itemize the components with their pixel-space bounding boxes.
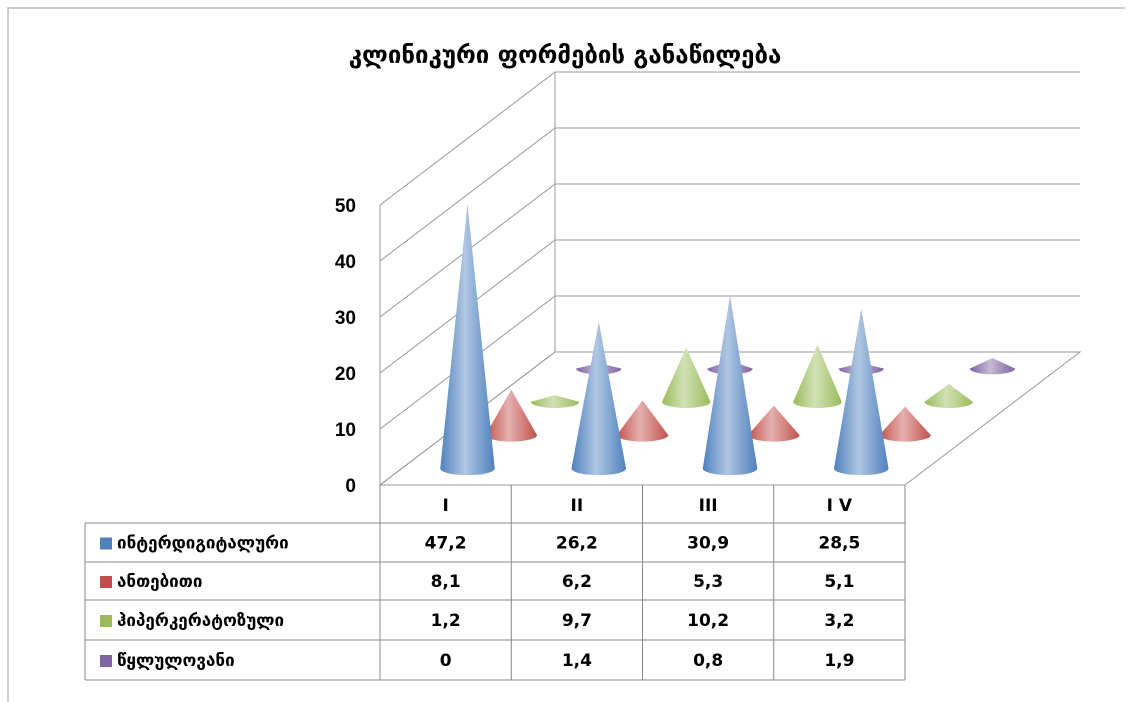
legend-label: წყლულოვანი (117, 651, 235, 671)
column-header: I (442, 496, 448, 516)
table-border (84, 485, 906, 681)
y-tick-label: 50 (335, 196, 356, 217)
cone (969, 357, 1016, 375)
frame (7, 7, 1125, 702)
value-label: 8,1 (431, 572, 461, 592)
grid-line (379, 239, 1080, 374)
cone (879, 406, 931, 442)
value-label: 6,2 (562, 572, 592, 592)
legend-swatch (100, 615, 112, 627)
value-label: 1,4 (562, 651, 592, 671)
value-label: 0 (440, 651, 452, 671)
value-label: 47,2 (425, 534, 467, 554)
cone (530, 395, 580, 408)
value-label: 5,1 (824, 572, 854, 592)
cone (924, 383, 973, 408)
grid-line (379, 183, 1080, 318)
value-label: 0,8 (693, 651, 723, 671)
y-tick-label: 20 (335, 364, 356, 385)
value-label: 30,9 (687, 534, 729, 554)
y-tick-label: 40 (335, 252, 356, 273)
y-tick-label: 0 (345, 476, 356, 497)
grid-line (379, 71, 1080, 206)
value-label: 1,9 (824, 651, 854, 671)
cone (662, 347, 711, 408)
chart-title: კლინიკური ფორმების განაწილება (349, 41, 782, 69)
legend-swatch (100, 537, 112, 550)
grid-line (379, 127, 1080, 262)
value-label: 9,7 (562, 611, 592, 631)
grid-line (379, 351, 1080, 486)
legend-label: ანთებითი (117, 572, 202, 592)
value-label: 28,5 (818, 534, 860, 554)
cone (793, 344, 842, 408)
cone (748, 405, 800, 442)
column-header: II (571, 496, 584, 516)
value-label: 3,2 (824, 611, 854, 631)
y-tick-label: 30 (335, 308, 356, 329)
value-label: 5,3 (693, 572, 723, 592)
cone (834, 308, 889, 476)
cone (485, 389, 537, 442)
cone (440, 204, 495, 476)
column-header: I V (827, 496, 853, 516)
legend-swatch (100, 576, 112, 588)
cone (571, 321, 626, 476)
legend-label: ინტერდიგიტალური (117, 534, 289, 554)
legend-swatch (100, 655, 112, 667)
legend-label: ჰიპერკერატოზული (117, 611, 284, 631)
y-tick-label: 10 (335, 420, 356, 441)
cone (616, 400, 669, 442)
column-header: III (699, 496, 718, 516)
cone (702, 295, 758, 476)
grid-line (379, 295, 1080, 430)
value-label: 10,2 (687, 611, 729, 631)
value-label: 26,2 (556, 534, 598, 554)
value-label: 1,2 (431, 611, 461, 631)
